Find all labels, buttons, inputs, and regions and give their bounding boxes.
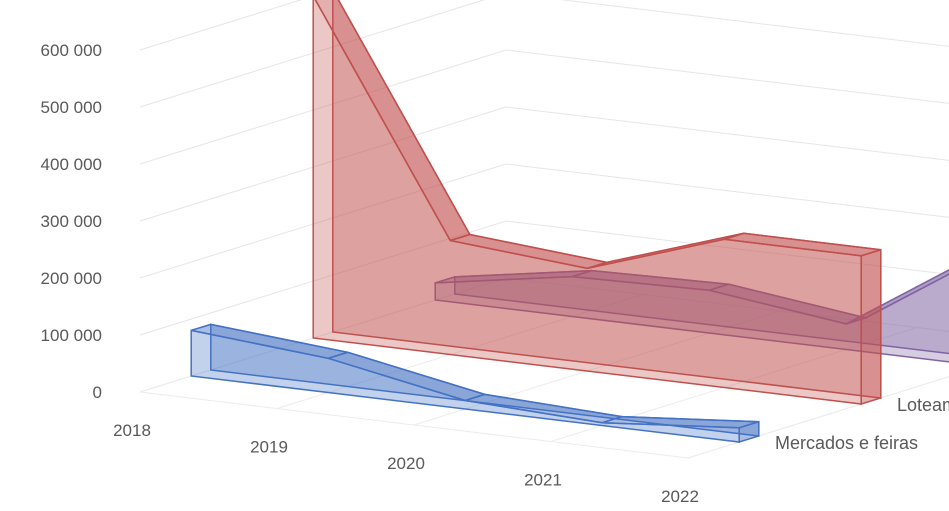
y-tick-label: 500 000 xyxy=(41,98,102,117)
data-point xyxy=(602,416,622,424)
x-tick-label: 2018 xyxy=(113,421,151,440)
x-axis: 2018 2019 2020 2021 2022 xyxy=(113,421,699,506)
data-point xyxy=(587,261,607,270)
x-tick-label: 2020 xyxy=(387,454,425,473)
floor-gridline xyxy=(276,294,644,409)
area-front-face xyxy=(190,329,740,443)
data-point xyxy=(328,351,348,359)
series-layer xyxy=(190,0,949,444)
x-tick-label: 2022 xyxy=(661,487,699,506)
x-tick-label: 2021 xyxy=(524,471,562,490)
data-point xyxy=(739,421,759,429)
data-point xyxy=(709,283,729,291)
series-restantes xyxy=(434,269,949,363)
gridline xyxy=(139,163,949,279)
y-tick-label: 400 000 xyxy=(41,155,102,174)
data-point xyxy=(724,232,744,240)
area-front-face xyxy=(312,0,862,405)
y-tick-label: 600 000 xyxy=(41,41,102,60)
area-end-cap xyxy=(860,248,882,406)
series-label: Loteamentos e obras xyxy=(897,395,949,415)
series-label: Mercados e feiras xyxy=(775,433,918,453)
y-tick-label: 300 000 xyxy=(41,212,102,231)
floor-gridline xyxy=(413,310,781,426)
data-point xyxy=(572,269,592,278)
floor-gridline xyxy=(139,277,507,393)
y-tick-label: 0 xyxy=(93,383,102,402)
data-point xyxy=(435,276,455,284)
x-tick-label: 2019 xyxy=(250,438,288,457)
gridline xyxy=(139,0,303,51)
data-point xyxy=(191,323,211,332)
y-axis: 0 100 000 200 000 300 000 400 000 500 000 600 … xyxy=(41,41,102,402)
series-mercados-e-feiras xyxy=(190,323,760,444)
data-point xyxy=(846,317,866,325)
data-point xyxy=(465,393,485,402)
gridline xyxy=(139,49,949,165)
y-tick-label: 100 000 xyxy=(41,326,102,345)
series-axis: Mercados e feirasLoteamentos e obrasRest… xyxy=(775,395,949,453)
gridline xyxy=(139,220,949,336)
y-tick-label: 200 000 xyxy=(41,269,102,288)
data-point xyxy=(861,249,881,257)
data-point xyxy=(450,233,470,242)
gridline xyxy=(139,106,949,222)
series-loteamentos-e-obras xyxy=(312,0,882,406)
gridline xyxy=(139,0,949,108)
area-front-face xyxy=(434,269,949,363)
